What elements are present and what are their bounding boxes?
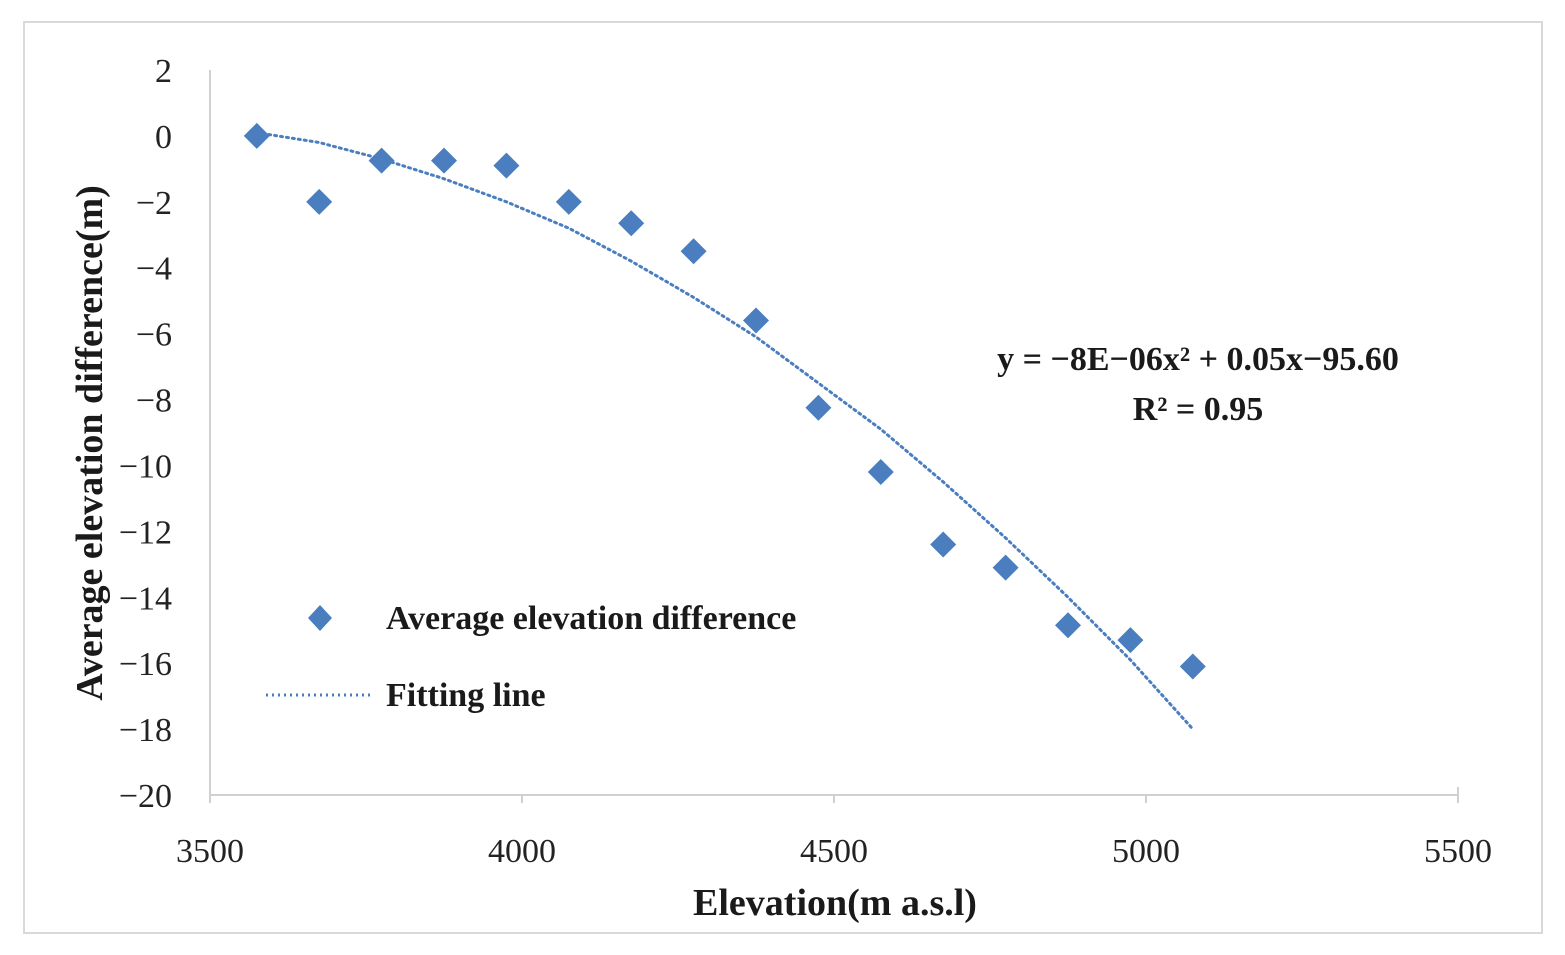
x-tick-label: 4000 (488, 833, 556, 870)
x-tick-label: 4500 (800, 833, 868, 870)
data-point (555, 188, 582, 215)
series (243, 122, 1206, 731)
y-tick-label: −20 (119, 778, 172, 815)
data-point (243, 122, 270, 149)
legend: Average elevation difference Fitting lin… (266, 600, 796, 714)
y-tick-label: −8 (136, 383, 172, 420)
data-point (743, 307, 769, 334)
x-tick-labels: 3500 4000 4500 5000 5500 (176, 795, 1492, 870)
data-point (493, 152, 520, 179)
data-point (930, 531, 957, 558)
y-tick-label: −16 (119, 646, 172, 683)
data-point (431, 147, 457, 174)
y-tick-label: −4 (136, 251, 172, 288)
data-point (1055, 612, 1081, 639)
data-point (1117, 627, 1144, 654)
y-tick-label: −18 (119, 712, 172, 749)
y-tick-label: −6 (136, 317, 172, 354)
r-squared-text: R² = 0.95 (1133, 391, 1264, 428)
data-point (867, 459, 894, 486)
y-tick-label: −2 (136, 185, 172, 222)
equation-text: y = −8E−06x² + 0.05x−95.60 (997, 341, 1399, 378)
y-tick-label: 0 (155, 119, 172, 156)
legend-marker-diamond (308, 605, 332, 631)
x-tick-label: 3500 (176, 833, 244, 870)
x-tick-label: 5500 (1424, 833, 1492, 870)
data-point (1179, 653, 1206, 680)
x-tick-label: 5000 (1112, 833, 1180, 870)
legend-label-scatter: Average elevation difference (386, 600, 796, 637)
chart-frame (23, 21, 1543, 934)
data-point (805, 394, 832, 421)
y-tick-label: −14 (119, 580, 172, 617)
x-axis-title: Elevation(m a.s.l) (693, 882, 977, 924)
y-tick-labels: 2 0 −2 −4 −6 −8 −10 −12 −14 −16 −18 −20 (119, 53, 172, 815)
legend-label-fit: Fitting line (386, 677, 546, 714)
data-point (992, 554, 1019, 581)
data-point (680, 238, 707, 265)
y-tick-label: −12 (119, 514, 172, 551)
y-tick-label: −10 (119, 448, 172, 485)
data-point (368, 147, 395, 174)
data-point (306, 188, 333, 215)
data-point (618, 210, 645, 237)
y-axis-title: Average elevation difference(m) (69, 185, 111, 701)
fitting-line (255, 131, 1195, 731)
y-tick-label: 2 (155, 53, 172, 90)
regression-equation: y = −8E−06x² + 0.05x−95.60 R² = 0.95 (997, 341, 1399, 428)
